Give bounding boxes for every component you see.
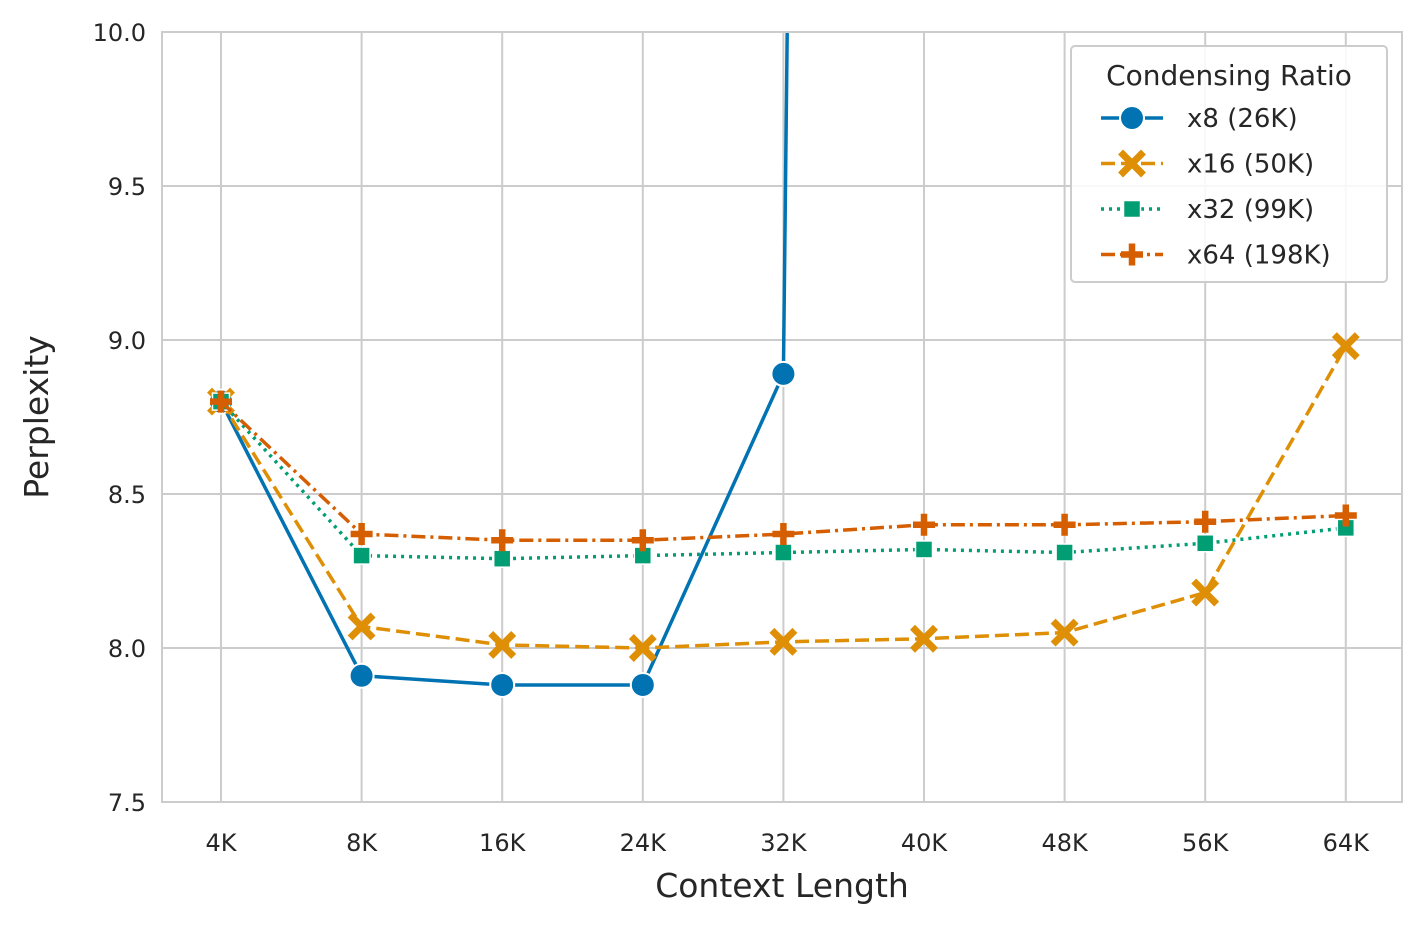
y-tick-label: 10.0 [93,19,146,47]
x-tick-label: 24K [620,829,668,857]
series-line [219,32,789,687]
data-point [488,630,517,659]
x-tick-label: 4K [205,829,237,857]
data-point [1050,618,1079,647]
series-layer [207,32,1360,698]
x-tick-label: 40K [901,829,949,857]
y-tick-label: 8.0 [108,635,146,663]
x-axis-label: Context Length [655,866,909,905]
y-tick-labels: 7.5 8.0 8.5 9.0 9.5 10.0 [93,19,146,817]
y-tick-label: 7.5 [108,789,146,817]
data-point [910,624,938,653]
legend-item: x64 (198K) [1101,241,1331,271]
data-point [489,671,516,698]
data-point [1195,534,1215,553]
data-point [770,360,797,387]
data-point [774,543,793,562]
data-point [1191,578,1220,607]
x-tick-label: 8K [346,829,378,857]
y-tick-label: 9.5 [108,173,146,201]
data-point [491,529,514,552]
legend: Condensing Ratio x8 (26K) x16 (50K) x32 (9… [1070,45,1388,283]
legend-label: x8 (26K) [1187,104,1298,134]
data-point [210,390,232,413]
legend-box [1070,45,1388,283]
data-point [348,662,375,689]
legend-item: x32 (99K) [1101,195,1314,225]
data-point [914,540,934,559]
data-point [913,513,935,536]
x-tick-label: 32K [760,829,808,857]
legend-title: Condensing Ratio [1106,59,1352,92]
y-tick-label: 9.0 [108,327,146,355]
data-point [631,529,654,552]
data-point [769,627,798,656]
x-tick-label: 16K [479,829,527,857]
legend-item: x16 (50K) [1101,150,1314,180]
legend-marker [1122,199,1142,219]
legend-label: x64 (198K) [1187,241,1331,271]
data-point [347,612,376,641]
legend-item: x8 (26K) [1101,104,1298,134]
legend-label: x32 (99K) [1187,195,1314,225]
data-point [1053,513,1076,536]
data-point [352,546,371,565]
y-axis-label: Perplexity [17,335,56,499]
series-x32-99k- [211,392,1356,568]
x-tick-label: 64K [1323,829,1371,857]
x-tick-label: 56K [1182,829,1230,857]
x-tick-labels: 4K 8K 16K 24K 32K 40K 48K 56K 64K [205,829,1370,857]
legend-marker [1119,105,1145,131]
plot-frame [161,31,1403,803]
data-point [1055,543,1074,562]
series-x64-198k- [210,390,1357,552]
data-point [628,634,657,662]
x-tick-label: 48K [1041,829,1089,857]
series-x16-50k- [207,332,1360,662]
data-point [492,549,512,568]
legend-label: x16 (50K) [1187,150,1314,180]
legend-items: x8 (26K) x16 (50K) x32 (99K) x64 (198K) [1101,104,1331,271]
data-point [1194,510,1217,533]
data-point [1331,332,1360,361]
data-point [1334,504,1357,527]
y-tick-label: 8.5 [108,481,146,509]
legend-marker [1118,149,1146,178]
data-point [629,671,656,698]
data-point [350,523,373,546]
data-point [772,523,795,546]
legend-marker [1121,243,1143,266]
